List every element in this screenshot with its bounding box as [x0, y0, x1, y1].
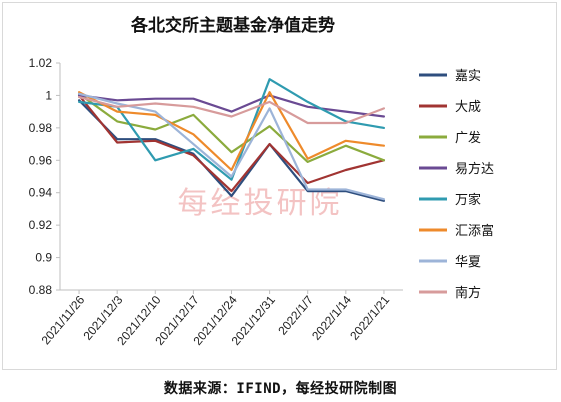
y-tick-label: 1	[45, 88, 52, 102]
legend-label: 汇添富	[455, 223, 494, 239]
series-line-5	[77, 78, 385, 181]
y-tick-label: 0.98	[29, 121, 53, 135]
chart-title: 各北交所主题基金净值走势	[130, 15, 335, 36]
y-tick-label: 1.02	[29, 56, 53, 70]
y-tick-label: 0.94	[29, 186, 53, 200]
legend-label: 南方	[455, 285, 481, 301]
series-line-6	[77, 91, 385, 172]
source-note: 数据来源：IFIND，每经投研院制图	[163, 381, 398, 397]
x-tick-label: 2022/1/21	[347, 293, 392, 343]
y-tick-label: 0.88	[29, 283, 53, 297]
series-line-2	[77, 94, 385, 193]
legend-label: 易方达	[455, 161, 494, 177]
series-line-1	[77, 99, 385, 202]
legend-label: 大成	[455, 100, 481, 115]
chart-frame: 各北交所主题基金净值走势 每经投研院 0.88 0.9 0.92 0.94 0.96 0.…	[2, 2, 557, 370]
legend-label: 嘉实	[455, 69, 481, 84]
x-tick-label: 2021/11/26	[39, 293, 88, 348]
series-line-4	[77, 94, 385, 118]
line-chart: 各北交所主题基金净值走势 每经投研院 0.880.90.920.940.960.…	[29, 15, 494, 348]
x-tick-label: 2022/1/7	[275, 293, 316, 338]
legend-label: 华夏	[455, 255, 481, 270]
y-tick-label: 0.9	[35, 251, 52, 265]
legend-label: 万家	[455, 192, 481, 208]
legend-label: 广发	[455, 130, 481, 146]
series-line-8	[77, 95, 385, 125]
series-layer	[77, 78, 385, 202]
y-tick-label: 0.96	[29, 153, 53, 167]
y-tick-label: 0.92	[29, 218, 53, 232]
